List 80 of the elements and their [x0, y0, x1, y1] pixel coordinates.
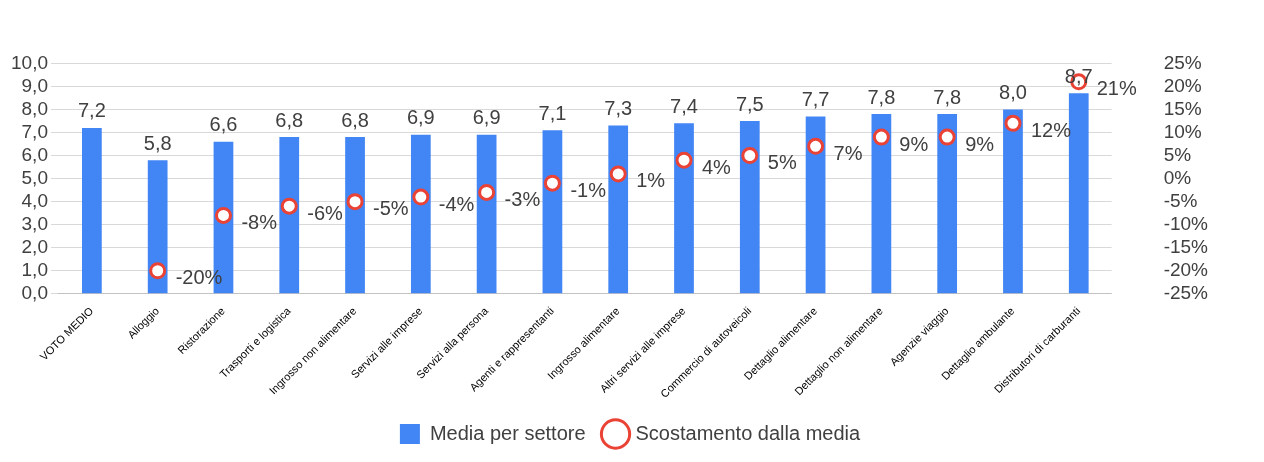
data-label: -8% — [241, 210, 278, 233]
point — [675, 151, 693, 169]
bar — [608, 125, 629, 294]
data-label: 6,9 — [472, 106, 501, 129]
data-label: 7,1 — [538, 101, 567, 124]
data-label: -4% — [438, 192, 475, 215]
data-label: 7,7 — [801, 87, 830, 110]
point — [280, 197, 298, 215]
y2-tick-label: -15% — [1163, 235, 1209, 257]
bar — [542, 130, 563, 294]
data-label: 5% — [767, 151, 797, 174]
y2-tick-label: 25% — [1163, 51, 1202, 73]
y2-tick-label: -5% — [1163, 189, 1198, 211]
bar — [345, 137, 365, 294]
data-label: 7,5 — [735, 92, 764, 115]
point — [872, 128, 890, 146]
y-tick-label: 8,0 — [21, 97, 48, 119]
y-tick-label: 9,0 — [21, 74, 48, 96]
point — [149, 262, 167, 280]
bar — [279, 137, 300, 294]
data-label: 6,9 — [406, 106, 435, 129]
bar — [674, 123, 694, 294]
point — [609, 165, 627, 183]
point — [741, 147, 759, 165]
point — [214, 206, 232, 224]
y-tick-label: 3,0 — [21, 212, 48, 234]
y-tick-label: 4,0 — [21, 189, 48, 211]
point — [1004, 114, 1022, 132]
point — [478, 183, 496, 201]
data-label: 5,8 — [143, 131, 172, 154]
data-label: -5% — [373, 197, 409, 220]
bar — [805, 116, 826, 294]
y-tick-label: 5,0 — [21, 166, 48, 188]
data-label: 7,3 — [604, 97, 633, 120]
point — [543, 174, 561, 192]
bar — [739, 120, 760, 294]
bar — [937, 114, 958, 294]
data-label: 9% — [899, 132, 929, 155]
y-tick-label: 10,0 — [11, 51, 48, 73]
data-label: 9% — [965, 132, 995, 155]
y2-tick-label: 10% — [1163, 120, 1202, 142]
data-label: 7,2 — [77, 99, 106, 122]
bar — [82, 127, 102, 294]
bar — [410, 134, 431, 294]
y-tick-label: 2,0 — [21, 235, 48, 257]
bar — [1003, 109, 1023, 294]
bar — [476, 134, 497, 294]
data-label: 7,8 — [867, 85, 896, 108]
data-label: 7,4 — [670, 94, 698, 117]
y2-tick-label: -25% — [1163, 282, 1209, 304]
y2-tick-label: 5% — [1163, 143, 1192, 165]
data-label: 21% — [1096, 77, 1137, 100]
y2-tick-label: -10% — [1163, 212, 1209, 234]
point — [807, 137, 825, 155]
y2-tick-label: 20% — [1163, 74, 1202, 96]
data-label: 7,8 — [933, 85, 962, 108]
y2-tick-label: 15% — [1163, 97, 1202, 119]
data-label: 1% — [636, 169, 666, 192]
y-tick-label: 7,0 — [21, 120, 48, 142]
point — [346, 193, 364, 211]
legend-label: Media per settore — [429, 421, 586, 444]
data-label: 6,8 — [275, 108, 304, 131]
bar — [871, 114, 892, 294]
data-label: -6% — [307, 201, 344, 224]
data-label: 8,0 — [999, 80, 1027, 103]
data-label: 6,6 — [209, 113, 238, 136]
y-tick-label: 6,0 — [21, 143, 48, 165]
legend-label: Scostamento dalla media — [635, 421, 861, 444]
data-label: 7% — [833, 141, 863, 164]
y-tick-label: 1,0 — [21, 258, 48, 280]
data-label: -3% — [504, 187, 541, 210]
data-label: 4% — [702, 155, 732, 178]
y2-tick-label: 0% — [1163, 166, 1192, 188]
y-tick-label: 0,0 — [21, 282, 48, 304]
point — [412, 188, 430, 206]
data-label: 6,8 — [341, 108, 369, 131]
bar — [147, 160, 168, 294]
data-label: -1% — [570, 178, 607, 201]
point — [938, 128, 956, 146]
y2-tick-label: -20% — [1163, 258, 1209, 280]
